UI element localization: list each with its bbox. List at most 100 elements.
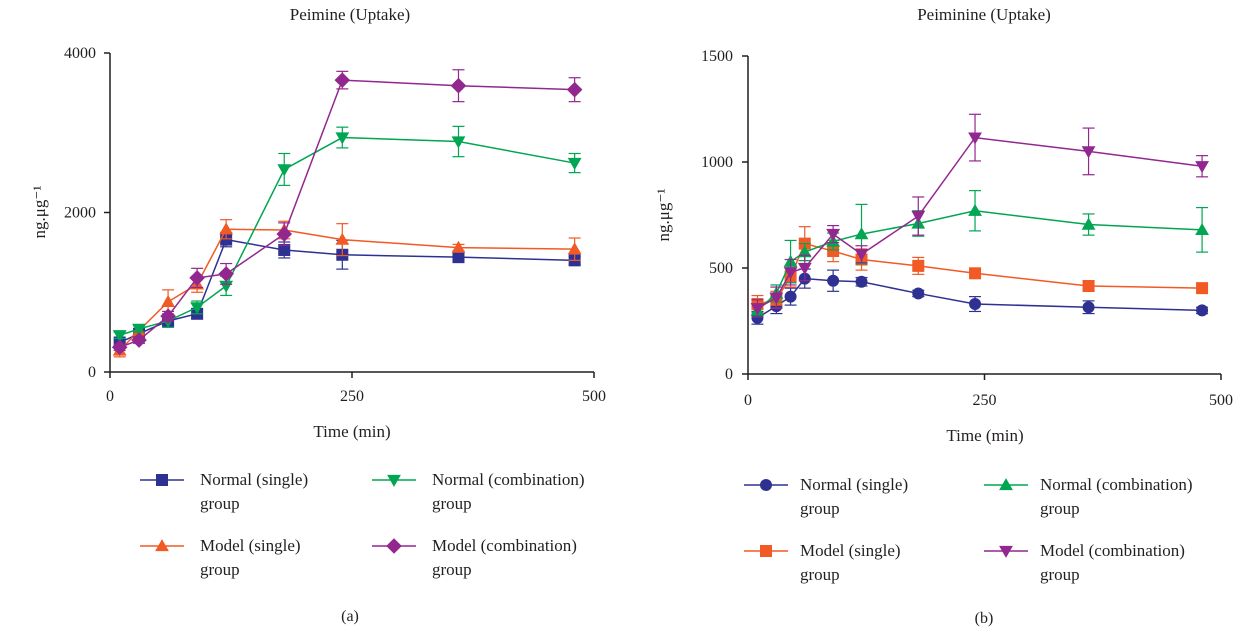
data-point — [750, 303, 765, 316]
data-point — [912, 259, 925, 272]
data-point — [827, 274, 840, 287]
legend-item-normal-combination-group: Normal (combination) group — [984, 475, 1193, 518]
series-model-single-group — [751, 226, 1209, 314]
legend-label-line: group — [800, 565, 840, 584]
data-point — [968, 132, 982, 145]
legend-label-line: Model (single) — [800, 541, 901, 560]
legend-label: Model (combination) group — [1040, 541, 1185, 584]
data-point — [854, 227, 869, 240]
legend-label: Model (single) group — [200, 536, 301, 579]
series-model-combination-group — [111, 69, 583, 356]
legend-marker — [387, 474, 401, 487]
legend-marker — [760, 479, 772, 491]
data-point — [218, 266, 234, 282]
data-point — [566, 81, 583, 98]
legend-label-line: group — [1040, 499, 1080, 518]
y-tick-label: 1500 — [701, 48, 733, 65]
series-normal-single-group — [113, 231, 581, 349]
data-point — [276, 226, 293, 242]
data-point — [1081, 217, 1096, 230]
legend: Normal (single) group Model (single) group N… — [140, 470, 585, 579]
legend-item-model-single-group: Model (single) group — [744, 541, 901, 584]
x-tick-label: 250 — [973, 392, 997, 409]
legend-label-line: Model (single) — [200, 536, 301, 555]
legend-item-model-single-group: Model (single) group — [140, 536, 301, 579]
data-point — [1195, 161, 1209, 174]
series-line — [757, 136, 1203, 309]
legend-label-line: Normal (combination) — [1040, 475, 1193, 494]
panel-a: Peimine (Uptake) 0 2000 4000 0 250 500 Time … — [30, 5, 606, 625]
series-normal-combination-group — [750, 190, 1209, 318]
y-tick-label: 500 — [709, 260, 733, 277]
data-point — [1196, 304, 1209, 317]
legend-label: Model (single) group — [800, 541, 901, 584]
legend-label-line: group — [800, 499, 840, 518]
legend-label-line: Model (combination) — [1040, 541, 1185, 560]
legend-item-model-combination-group: Model (combination) group — [372, 536, 577, 579]
legend-label-line: group — [200, 494, 240, 513]
data-point — [567, 157, 582, 170]
data-point — [111, 339, 128, 356]
data-point — [797, 262, 812, 275]
legend-label-line: group — [1040, 565, 1080, 584]
plot-area — [111, 69, 583, 358]
data-point — [1082, 301, 1095, 314]
data-point — [220, 233, 233, 246]
series-line — [757, 242, 1203, 305]
y-tick-label: 4000 — [64, 45, 96, 62]
legend-label-line: Normal (combination) — [432, 470, 585, 489]
data-point — [190, 302, 205, 315]
legend-marker — [155, 539, 169, 552]
data-point — [189, 270, 205, 286]
series-model-combination-group — [750, 113, 1209, 318]
data-point — [335, 132, 350, 145]
legend-marker — [386, 538, 402, 554]
data-point — [797, 245, 812, 258]
series-line — [119, 79, 575, 348]
data-point — [335, 232, 350, 245]
data-point — [219, 222, 234, 235]
legend-label-line: Normal (single) — [800, 475, 908, 494]
data-point — [452, 251, 465, 264]
panel-label: (b) — [975, 610, 994, 627]
data-point — [783, 267, 798, 280]
data-point — [161, 294, 175, 307]
legend-label-line: Normal (single) — [200, 470, 308, 489]
legend-label-line: group — [200, 560, 240, 579]
series-line — [119, 136, 575, 337]
x-tick-label: 500 — [582, 388, 606, 405]
x-tick-label: 500 — [1209, 392, 1233, 409]
y-tick-label: 2000 — [64, 205, 96, 222]
legend-label-line: group — [432, 560, 472, 579]
data-point — [160, 308, 176, 324]
x-tick-label: 0 — [744, 392, 752, 409]
chart-title: Peiminine (Uptake) — [917, 5, 1051, 24]
plot-area — [750, 113, 1209, 325]
x-tick-label: 250 — [340, 388, 364, 405]
series-line — [757, 277, 1203, 319]
x-axis-label: Time (min) — [313, 422, 390, 441]
panel-label: (a) — [341, 608, 359, 625]
x-tick-label: 0 — [106, 388, 114, 405]
data-point — [968, 203, 982, 216]
legend-label-line: Model (combination) — [432, 536, 577, 555]
data-point — [450, 77, 467, 94]
y-tick-label: 0 — [725, 366, 733, 383]
x-axis-label: Time (min) — [946, 426, 1023, 445]
data-point — [451, 136, 466, 149]
legend-item-normal-combination-group: Normal (combination) group — [372, 470, 585, 513]
series-normal-combination-group — [112, 125, 582, 343]
series-normal-single-group — [751, 268, 1209, 325]
legend-item-normal-single-group: Normal (single) group — [744, 475, 908, 518]
data-point — [912, 287, 925, 300]
legend-marker — [999, 478, 1013, 491]
x-ticks: 0 250 500 — [106, 372, 606, 405]
legend-marker — [760, 545, 772, 557]
data-point — [1196, 282, 1209, 295]
data-point — [334, 72, 351, 88]
axes — [747, 56, 1221, 375]
data-point — [451, 240, 466, 253]
